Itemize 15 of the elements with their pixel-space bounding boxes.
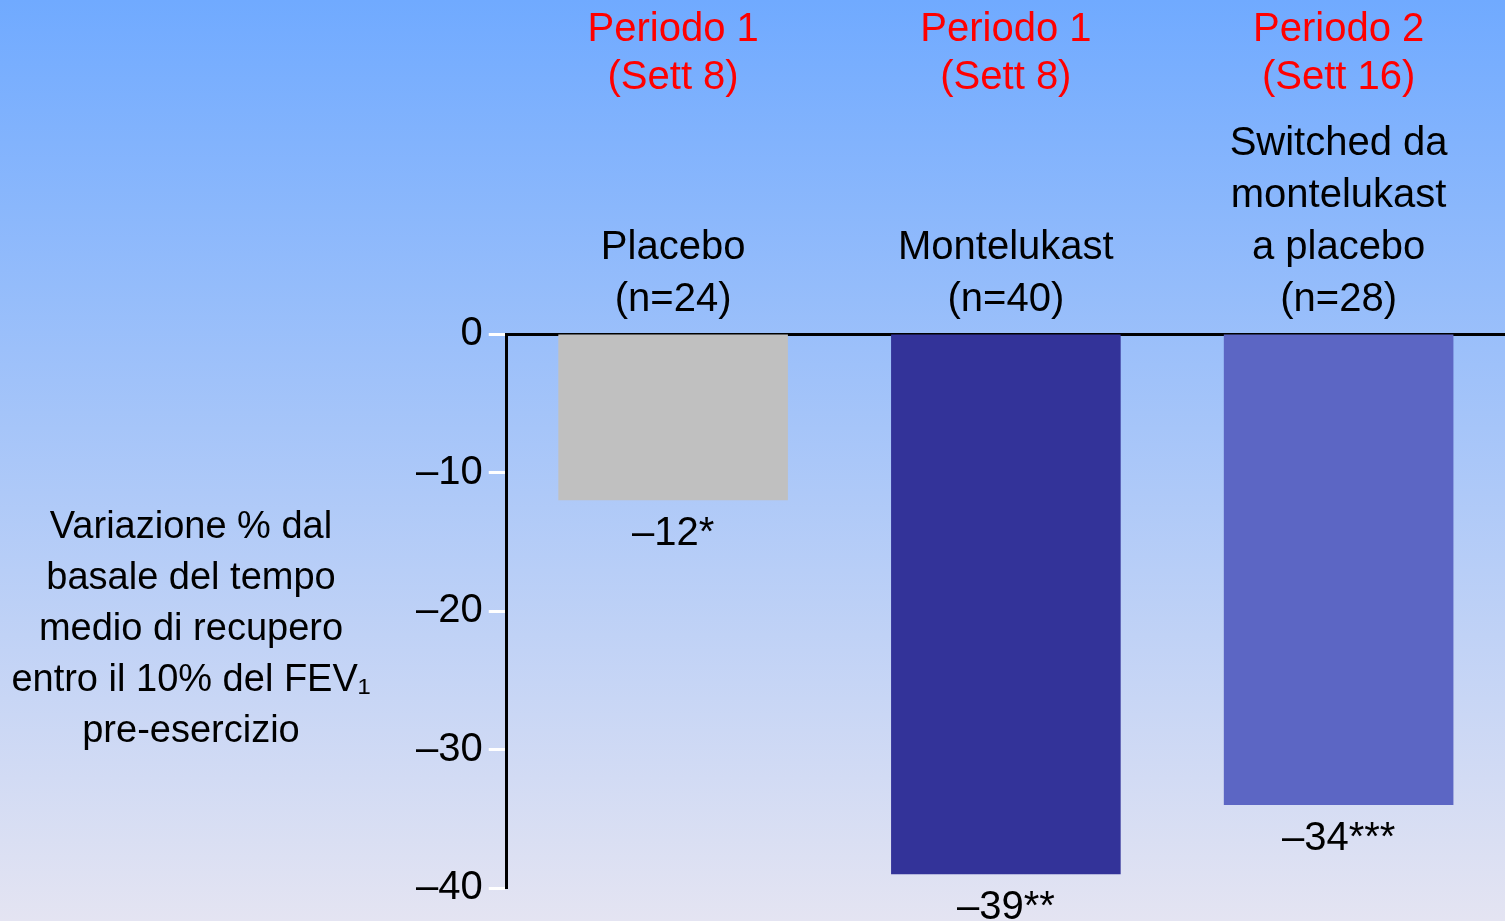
x-tick-label: Montelukast (n=40) <box>898 223 1114 320</box>
y-tick-label: –10 <box>415 447 483 492</box>
text: Periodo 1 (Sett 8) <box>920 5 1092 98</box>
x-tick-label: Switched da montelukast a placebo (n=28) <box>1229 119 1449 320</box>
x-tick-label: Placebo (n=24) <box>600 223 746 320</box>
y-tick-label: –30 <box>415 724 483 769</box>
text: Periodo 2 (Sett 16) <box>1253 5 1425 98</box>
text: Periodo 1 (Sett 8) <box>587 5 759 98</box>
y-axis-title: Variazione % dal basale del tempo medio di recupero entro il 10% del FEV₁ pre-esercizio <box>10 503 372 752</box>
data-label: –34*** <box>1281 813 1396 858</box>
y-tick-label: –40 <box>415 863 483 908</box>
y-tick-label: 0 <box>460 309 483 354</box>
data-label: –12* <box>631 509 715 554</box>
y-tick-label: –20 <box>415 586 483 631</box>
data-label: –39** <box>956 883 1055 921</box>
